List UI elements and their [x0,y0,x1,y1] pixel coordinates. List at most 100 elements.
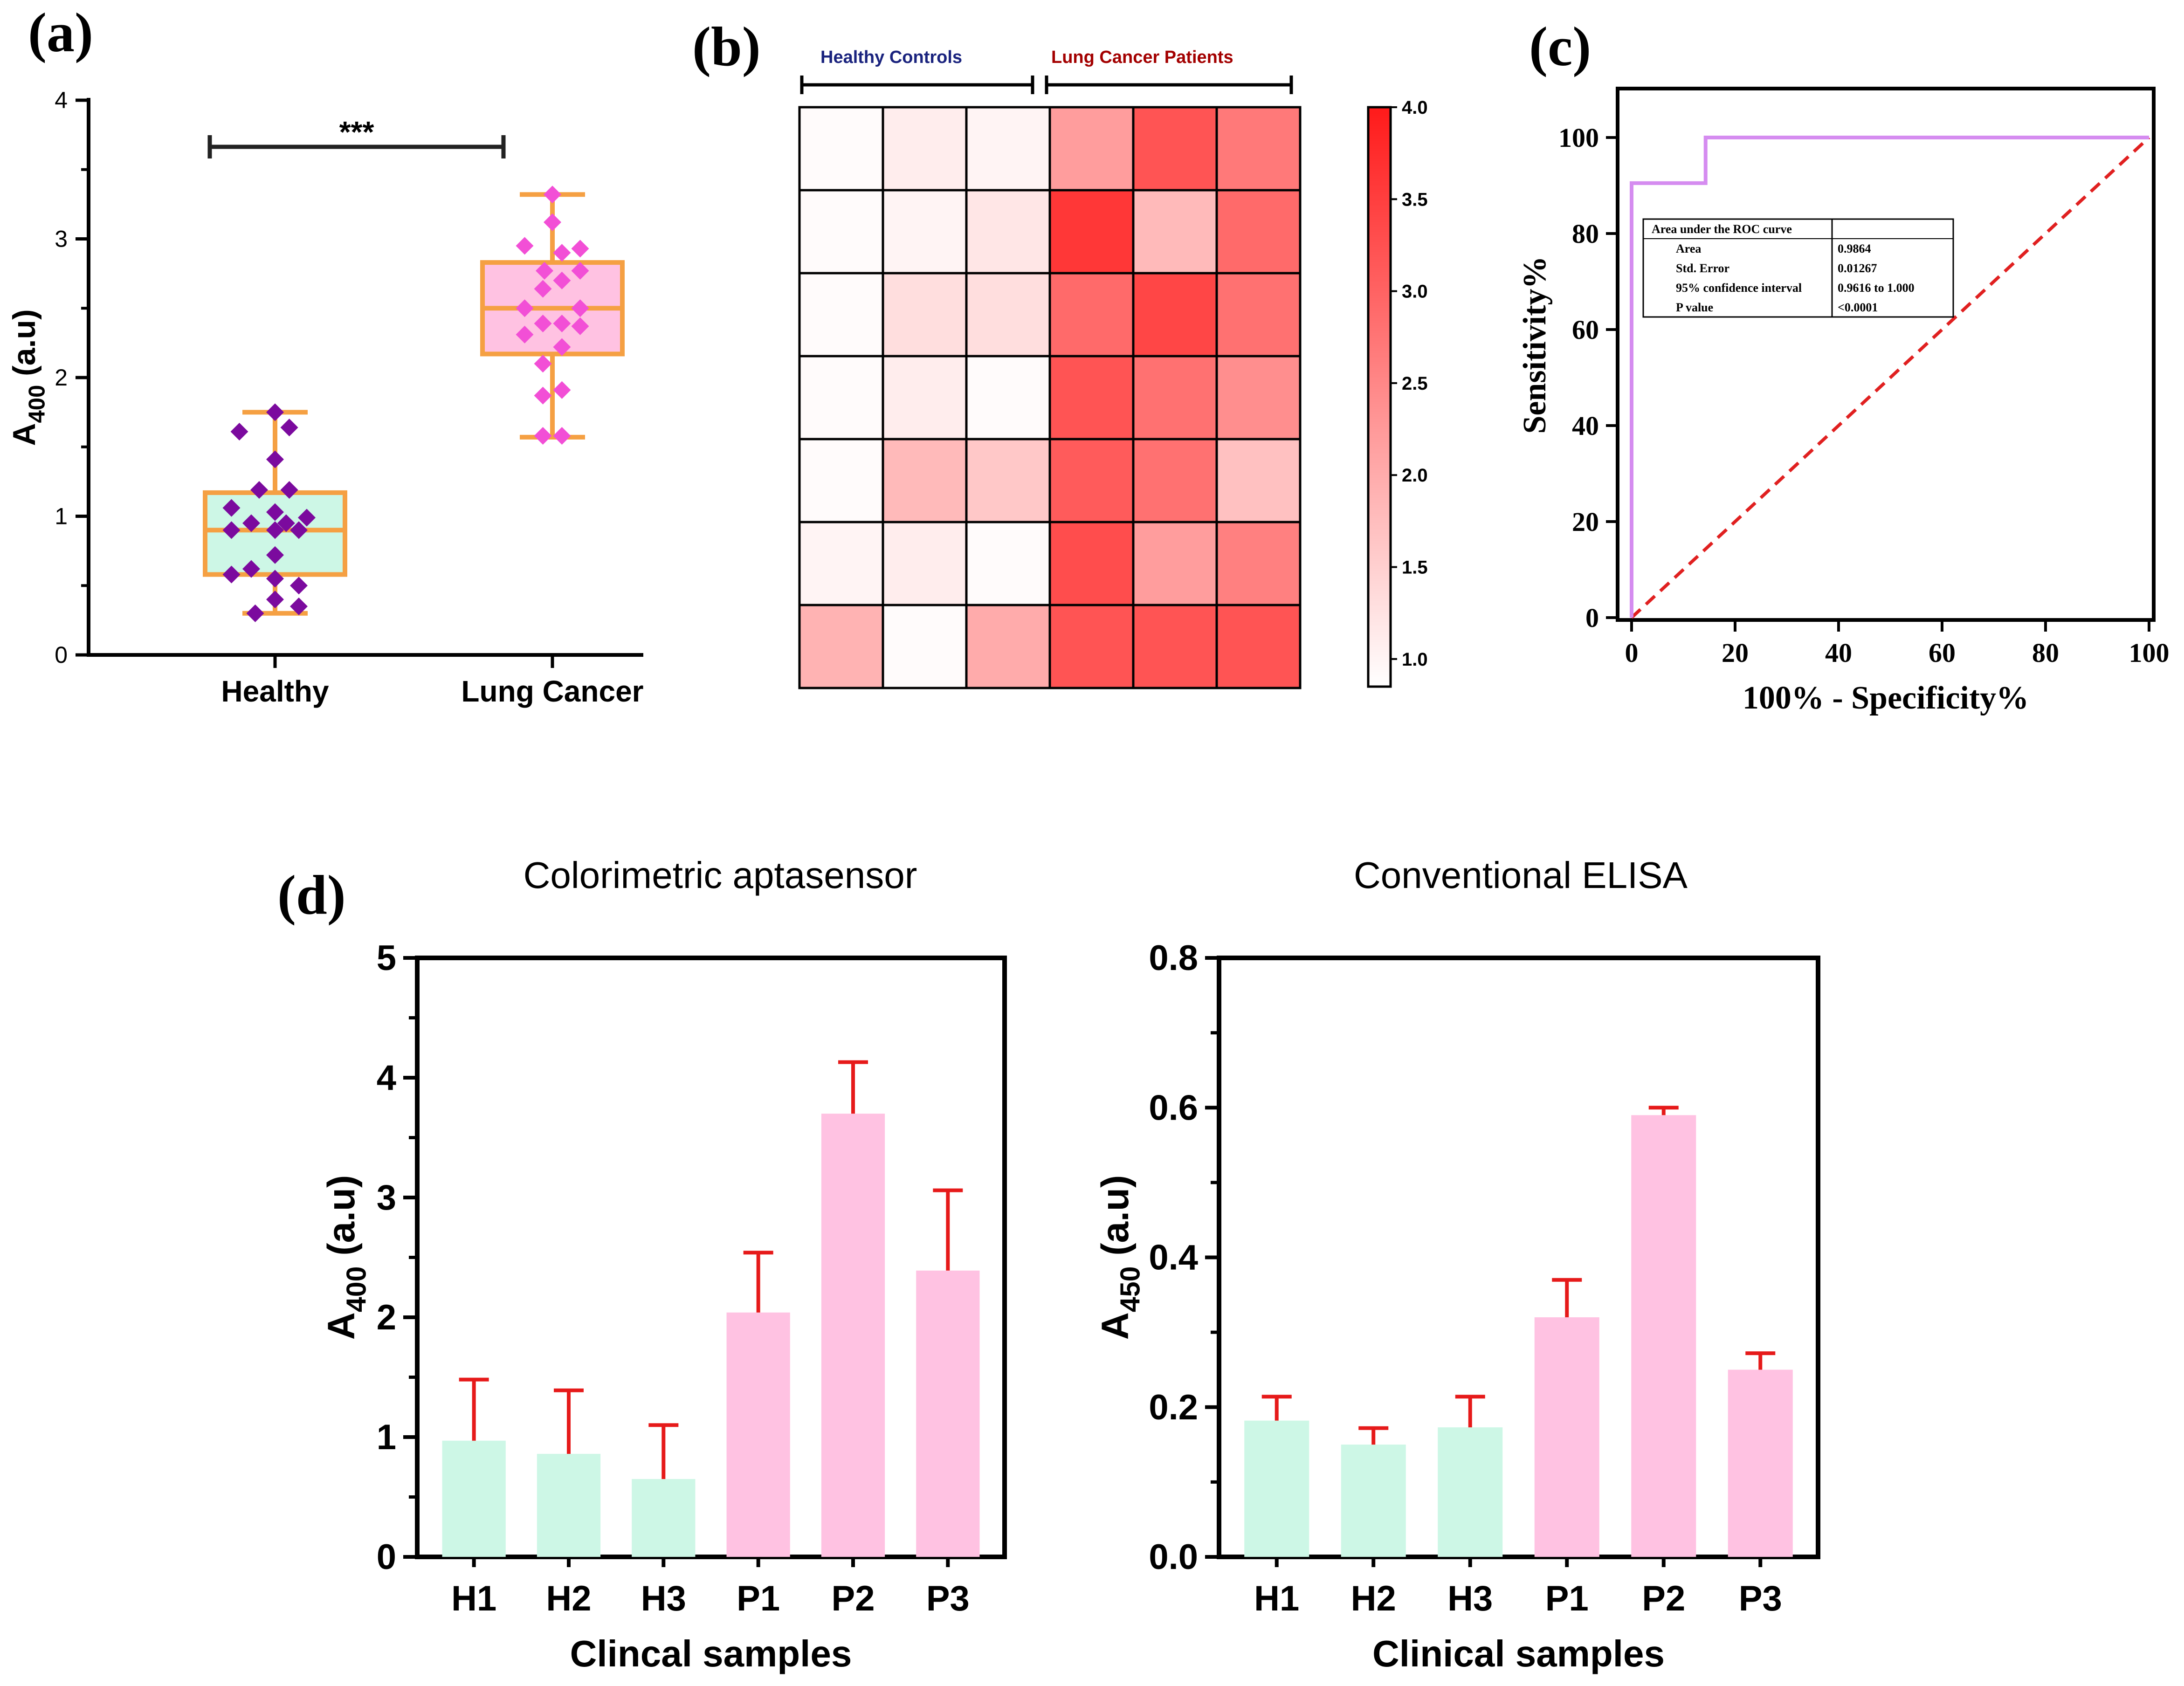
x-tick-label: 0 [1625,638,1639,668]
colorbar-tick-label: 1.5 [1402,557,1428,578]
data-point [266,403,284,421]
data-point [571,317,589,335]
data-point [266,591,284,608]
data-point [242,514,260,532]
auc-table-key: Std. Error [1676,262,1729,275]
x-category-label: P3 [926,1579,970,1618]
bar [1244,1420,1309,1557]
y-tick-label: 0.8 [1149,938,1198,978]
heatmap-cell [798,521,884,606]
panel-label-b: (b) [692,15,761,77]
heatmap-cell [1132,438,1218,523]
data-point [280,481,298,499]
data-point [242,560,260,578]
data-point [571,262,589,280]
bar [726,1312,790,1557]
x-tick-label: 40 [1825,638,1852,668]
colorbar [1367,106,1392,688]
heatmap-cell [1048,521,1135,606]
colorbar-tick-label: 2.0 [1402,465,1428,486]
bar [632,1479,696,1557]
data-point [280,419,298,437]
bar [1534,1317,1599,1557]
data-point [534,280,552,298]
auc-table-value: 0.9864 [1838,242,1871,255]
x-category-label: H3 [641,1579,686,1618]
data-point [266,450,284,468]
heatmap-cell [1132,355,1218,440]
bar [1631,1115,1696,1557]
y-tick-label: 0 [55,642,68,668]
heatmap-cell [965,521,1051,606]
x-category-label: P1 [1545,1579,1589,1618]
heatmap-cell [1215,189,1302,275]
heatmap-cell [798,355,884,440]
y-tick-label: 0.6 [1149,1088,1198,1128]
data-point [250,481,268,499]
x-category-label: P2 [832,1579,875,1618]
heatmap-cell [965,604,1051,689]
data-point [516,299,534,317]
heatmap-cell [798,438,884,523]
x-axis-label: Clincal samples [570,1633,852,1674]
data-point [534,314,552,332]
x-tick-label: 20 [1722,638,1749,668]
data-point [222,565,241,584]
chart-title: Conventional ELISA [1354,854,1688,896]
y-tick-label: 20 [1572,507,1599,537]
x-category-label: P2 [1642,1579,1685,1618]
y-tick-label: 1 [377,1418,396,1457]
x-category-label: H2 [546,1579,591,1618]
heatmap-cell [1215,106,1302,192]
plot-frame [1616,87,2156,622]
data-point [290,521,308,539]
bar [916,1270,980,1557]
colorbar-tick-label: 3.5 [1402,189,1428,210]
data-point [536,262,553,280]
heatmap-cell [1048,438,1135,523]
x-category-label: H1 [1254,1579,1299,1618]
y-tick-label: 0 [377,1537,396,1577]
heatmap-cell [882,272,968,358]
heatmap-cell [1048,272,1135,358]
auc-table [1642,218,1954,318]
heatmap-cell [1048,355,1135,440]
data-point [290,577,308,595]
y-axis-label: A400 (a.u) [320,1175,372,1340]
x-category-label: P3 [1739,1579,1782,1618]
data-point [571,299,589,317]
x-tick-label: 80 [2032,638,2059,668]
colorbar-tick-label: 4.0 [1402,97,1428,118]
x-axis-label: Clinical samples [1372,1633,1665,1674]
data-point [571,240,589,258]
x-category-label: Healthy [221,674,329,708]
auc-table-value: 0.9616 to 1.000 [1838,281,1915,295]
auc-table-key: Area [1676,242,1701,255]
data-point [553,271,571,289]
y-tick-label: 1 [55,503,68,530]
y-tick-label: 100 [1558,123,1599,153]
auc-table-key: Area under the ROC curve [1652,222,1792,236]
heatmap-cell [1132,189,1218,275]
heatmap-cell [882,604,968,689]
bar-chart-elisa: Conventional ELISA 0.0 0.2 0.4 0.6 0.8 A450 (a… [1094,854,1820,1674]
data-point [544,213,561,231]
heatmap-cell [1048,189,1135,275]
data-point [277,514,295,532]
heatmap-cell [965,272,1051,358]
heatmap-panel-b: Healthy Controls Lung Cancer Patients 1.0 1… [798,48,1428,689]
box-plot-panel-a: 0 1 2 3 4 A400 (a.u) Healthy Lung Cancer *** [7,87,644,708]
y-tick-label: 0.4 [1149,1238,1198,1278]
x-category-label: H1 [451,1579,496,1618]
y-tick-label: 2 [55,365,68,391]
panel-label-d: (d) [277,864,346,926]
bar [1438,1427,1503,1557]
x-category-label: P1 [737,1579,780,1618]
y-tick-label: 3 [55,226,68,252]
data-point [266,521,284,539]
panel-label-a: (a) [28,1,93,63]
group-label: Lung Cancer Patients [1051,48,1233,67]
y-tick-label: 4 [377,1058,396,1098]
bar [537,1453,601,1557]
data-point [553,314,571,332]
